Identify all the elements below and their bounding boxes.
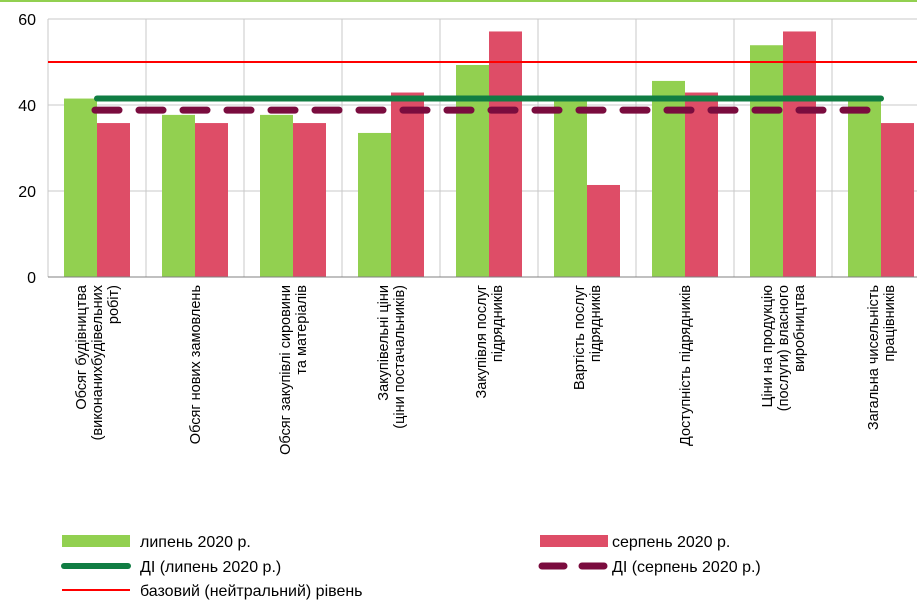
category-label-line: (ціни постачальників) bbox=[392, 285, 408, 429]
y-tick-label: 60 bbox=[18, 12, 36, 29]
bar-july-0 bbox=[64, 98, 97, 277]
bar-july-2 bbox=[260, 114, 293, 277]
legend-swatch bbox=[62, 535, 130, 547]
bar-august-2 bbox=[293, 123, 326, 277]
category-label-line: виробництва bbox=[792, 284, 808, 372]
category-label-line: Обсяг будівництва bbox=[74, 284, 90, 410]
bar-august-5 bbox=[587, 184, 620, 277]
legend-label: липень 2020 р. bbox=[140, 534, 251, 551]
bar-august-4 bbox=[489, 31, 522, 277]
legend-item-0: липень 2020 р. bbox=[62, 534, 251, 551]
axes: 0 20 40 60 Обсяг будівництва (виконанихбудіве… bbox=[18, 12, 917, 455]
category-label-line: Закупівельні ціни bbox=[376, 285, 392, 401]
category-label-line: Обсяг закупівлі сировини bbox=[278, 285, 294, 455]
bar-july-7 bbox=[750, 45, 783, 278]
category-label-line: Закупівля послуг bbox=[474, 285, 490, 399]
category-label-line: (послуги) власного bbox=[776, 285, 792, 411]
legend-item-1: серпень 2020 р. bbox=[540, 534, 730, 551]
category-label-8: Загальна чисельність працівників bbox=[866, 285, 898, 430]
legend-item-2: ДІ (липень 2020 р.) bbox=[61, 559, 281, 576]
category-label-line: робіт) bbox=[106, 285, 122, 324]
legend: липень 2020 р. серпень 2020 р. ДІ (липень … bbox=[61, 534, 761, 600]
category-label-line: Вартість послуг bbox=[572, 285, 588, 390]
legend-label: серпень 2020 р. bbox=[612, 534, 730, 551]
category-label-7: Ціни на продукцію (послуги) власного вироб… bbox=[760, 284, 808, 411]
category-label-1: Обсяг нових замовлень bbox=[188, 285, 204, 444]
category-label-line: Загальна чисельність bbox=[866, 285, 882, 430]
legend-item-3: ДІ (серпень 2020 р.) bbox=[538, 559, 761, 576]
bar-july-3 bbox=[358, 132, 391, 277]
category-label-2: Обсяг закупівлі сировини та матеріалів bbox=[278, 285, 310, 455]
bar-july-8 bbox=[848, 98, 881, 277]
bar-august-7 bbox=[783, 31, 816, 277]
bar-august-8 bbox=[881, 123, 914, 277]
category-label-line: працівників bbox=[882, 285, 898, 362]
bars bbox=[64, 31, 914, 278]
bar-july-1 bbox=[162, 114, 195, 277]
category-label-line: Доступність підрядників bbox=[678, 285, 694, 446]
legend-swatch bbox=[540, 535, 608, 547]
reference-lines bbox=[48, 61, 917, 114]
category-label-line: Ціни на продукцію bbox=[760, 285, 776, 407]
category-label-0: Обсяг будівництва (виконанихбудівельних ро… bbox=[74, 284, 122, 440]
legend-label: ДІ (липень 2020 р.) bbox=[140, 559, 281, 576]
category-label-line: (виконанихбудівельних bbox=[90, 284, 106, 440]
category-label-line: підрядників bbox=[490, 285, 506, 362]
bar-july-5 bbox=[554, 98, 587, 277]
category-label-5: Вартість послуг підрядників bbox=[572, 285, 604, 390]
bar-august-0 bbox=[97, 123, 130, 277]
legend-item-4: базовий (нейтральний) рівень bbox=[62, 583, 363, 600]
bar-august-1 bbox=[195, 123, 228, 277]
y-tick-label: 0 bbox=[27, 270, 36, 287]
category-label-line: Обсяг нових замовлень bbox=[188, 285, 204, 444]
category-label-3: Закупівельні ціни (ціни постачальників) bbox=[376, 285, 408, 429]
category-label-line: підрядників bbox=[588, 285, 604, 362]
bar-august-6 bbox=[685, 92, 718, 277]
category-label-6: Доступність підрядників bbox=[678, 285, 694, 446]
bar-august-3 bbox=[391, 92, 424, 277]
y-tick-label: 40 bbox=[18, 98, 36, 115]
category-label-4: Закупівля послуг підрядників bbox=[474, 285, 506, 399]
y-tick-label: 20 bbox=[18, 184, 36, 201]
legend-label: ДІ (серпень 2020 р.) bbox=[612, 559, 761, 576]
legend-label: базовий (нейтральний) рівень bbox=[140, 583, 363, 600]
category-label-line: та матеріалів bbox=[294, 285, 310, 375]
